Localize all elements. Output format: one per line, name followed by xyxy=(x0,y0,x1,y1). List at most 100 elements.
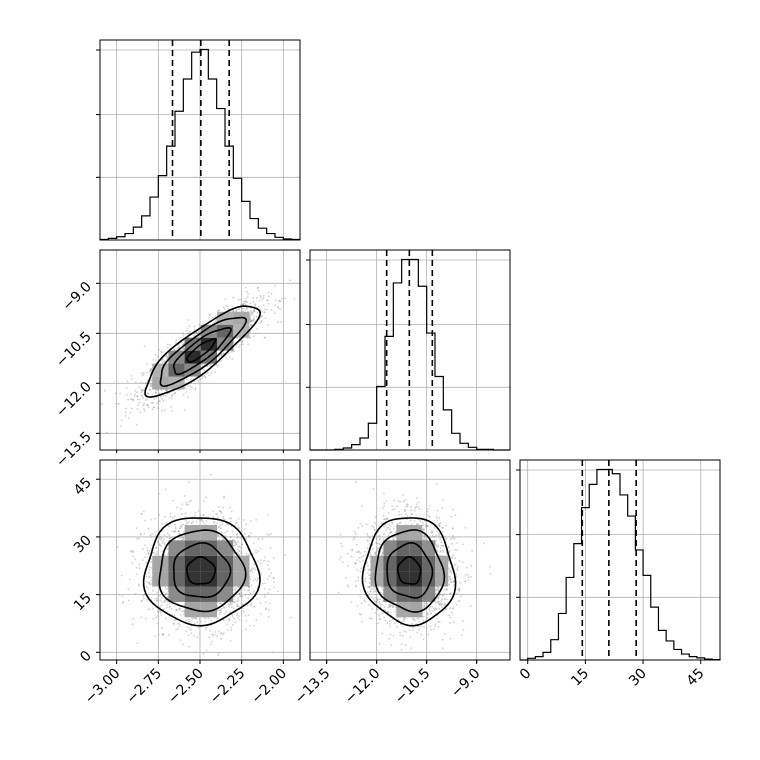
scatter-point xyxy=(131,398,134,401)
scatter-point xyxy=(182,334,185,336)
scatter-point xyxy=(138,567,141,570)
scatter-point xyxy=(214,371,217,374)
scatter-point xyxy=(211,633,214,636)
scatter-point xyxy=(255,518,258,521)
scatter-point xyxy=(115,402,117,405)
density-cell xyxy=(152,571,169,587)
scatter-point xyxy=(237,586,240,588)
scatter-point xyxy=(178,533,181,535)
scatter-point xyxy=(185,501,188,504)
scatter-point xyxy=(423,536,426,539)
scatter-point xyxy=(180,337,182,339)
density-cell xyxy=(168,350,185,364)
scatter-point xyxy=(164,587,167,589)
scatter-point xyxy=(378,543,381,546)
scatter-point xyxy=(438,522,441,525)
scatter-point xyxy=(188,331,191,333)
contour-line-2 xyxy=(158,529,247,613)
scatter-point xyxy=(450,516,453,518)
scatter-point xyxy=(146,608,149,611)
scatter-point xyxy=(256,598,259,600)
scatter-point xyxy=(145,398,147,401)
scatter-point xyxy=(253,316,256,318)
scatter-point xyxy=(415,503,418,506)
scatter-point xyxy=(132,555,134,557)
scatter-point xyxy=(167,587,169,590)
scatter-point xyxy=(160,604,163,607)
scatter-point xyxy=(442,551,445,553)
scatter-point xyxy=(390,644,393,646)
scatter-point xyxy=(259,547,262,550)
scatter-point xyxy=(139,411,142,414)
scatter-point xyxy=(238,592,241,595)
scatter-point xyxy=(216,522,218,525)
scatter-point xyxy=(341,545,343,548)
scatter-point xyxy=(237,599,240,601)
scatter-point xyxy=(234,541,236,544)
density-cell xyxy=(168,555,185,572)
scatter-point xyxy=(132,399,135,402)
scatter-point xyxy=(161,550,164,553)
scatter-point xyxy=(235,521,238,524)
scatter-point xyxy=(239,595,242,597)
scatter-point xyxy=(134,593,136,595)
scatter-point xyxy=(200,518,202,521)
scatter-point xyxy=(257,286,260,289)
scatter-point xyxy=(272,576,275,579)
scatter-point xyxy=(198,331,200,333)
scatter-point xyxy=(233,588,236,591)
scatter-point xyxy=(191,617,194,620)
scatter-point xyxy=(280,321,282,323)
scatter-point xyxy=(171,395,174,397)
scatter-point xyxy=(196,331,198,334)
scatter-point xyxy=(148,566,151,569)
scatter-point xyxy=(366,561,368,564)
scatter-point xyxy=(196,636,199,638)
scatter-point xyxy=(141,374,144,377)
scatter-point xyxy=(377,547,380,550)
scatter-point xyxy=(429,625,432,628)
scatter-point xyxy=(185,520,187,522)
scatter-point xyxy=(127,599,130,602)
scatter-point xyxy=(140,512,143,515)
scatter-point xyxy=(147,552,150,554)
scatter-point xyxy=(131,623,134,626)
scatter-point xyxy=(193,329,196,331)
scatter-point xyxy=(232,296,235,299)
scatter-point xyxy=(266,299,269,302)
density-cell xyxy=(217,337,234,351)
scatter-point xyxy=(182,537,185,540)
scatter-point xyxy=(220,510,222,513)
scatter-point xyxy=(244,303,247,306)
density-cell xyxy=(184,525,201,541)
scatter-point xyxy=(240,595,243,598)
scatter-point xyxy=(200,519,203,522)
scatter-point xyxy=(140,616,143,619)
scatter-point xyxy=(239,537,242,539)
scatter-point xyxy=(158,514,161,516)
scatter-point xyxy=(164,599,167,601)
scatter-point xyxy=(222,515,225,518)
scatter-point xyxy=(278,299,281,302)
scatter-point xyxy=(136,408,139,410)
scatter-point xyxy=(198,632,201,635)
scatter-point xyxy=(125,407,127,410)
scatter-point xyxy=(238,346,241,348)
scatter-point xyxy=(268,534,271,536)
scatter-point xyxy=(410,661,412,663)
scatter-point xyxy=(157,541,160,544)
scatter-point xyxy=(143,408,145,410)
scatter-point xyxy=(354,563,357,565)
scatter-point xyxy=(253,606,256,608)
scatter-point xyxy=(229,535,232,538)
scatter-point xyxy=(230,517,233,520)
scatter-point xyxy=(163,543,166,546)
scatter-point xyxy=(172,622,175,625)
scatter-point xyxy=(164,355,167,358)
scatter-point xyxy=(246,290,248,293)
scatter-point xyxy=(214,631,217,633)
scatter-point xyxy=(173,515,176,518)
scatter-point xyxy=(240,551,243,554)
scatter-point xyxy=(239,549,242,552)
